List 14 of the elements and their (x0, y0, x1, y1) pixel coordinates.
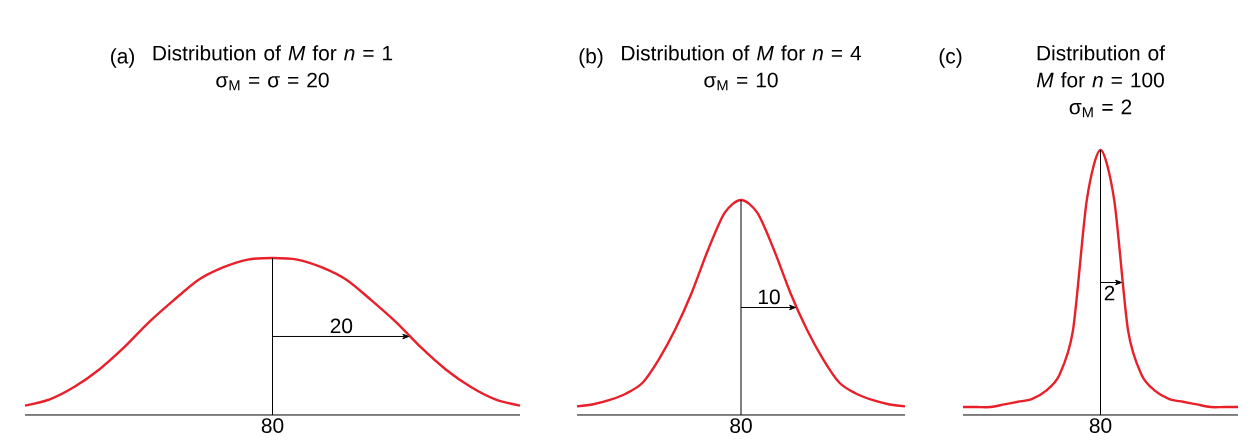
text: 80 (1089, 418, 1112, 433)
text: 80 (261, 418, 284, 433)
chart-subtitle: σ$_{M}$ = 10 (704, 72, 778, 91)
annotation: 20 (330, 318, 353, 334)
text: (b) (579, 48, 603, 68)
chart-subtitle: σ$_{M}$ = 2 (1069, 99, 1132, 118)
chart-title: Distribution of M for n = 4 (622, 45, 862, 61)
chart-subtitle: σ$_{M}$ = σ = 20 (216, 72, 329, 91)
text: (a) (111, 48, 134, 68)
annotation: 10 (758, 289, 780, 305)
text: (c) (939, 48, 962, 68)
annotation: 2 (1104, 285, 1115, 301)
chart-title: Distribution of M for n = 1 (153, 45, 393, 61)
text: 80 (730, 418, 752, 433)
